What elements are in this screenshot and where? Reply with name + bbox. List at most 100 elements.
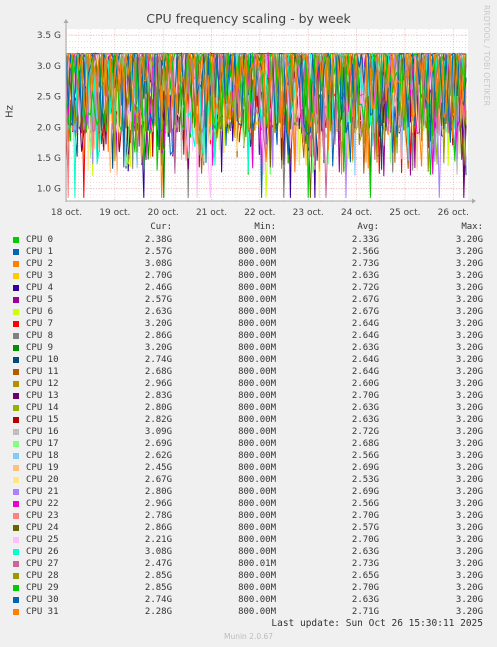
legend-series-name: CPU 15 [26, 415, 59, 425]
y-tick-label: 1.5 G [37, 154, 61, 164]
legend-swatch [13, 453, 19, 459]
legend-avg: 2.73G [351, 259, 379, 269]
legend-series-name: CPU 1 [26, 247, 54, 257]
legend-cur: 2.57G [144, 295, 172, 305]
legend-avg: 2.53G [351, 475, 379, 485]
legend-swatch [13, 237, 19, 243]
legend-min: 800.00M [238, 403, 276, 413]
legend-row: CPU 14 2.80G 800.00M 2.63G 3.20G [0, 402, 497, 414]
legend-avg: 2.72G [351, 283, 379, 293]
legend-max: 3.20G [455, 487, 483, 497]
legend-swatch [13, 297, 19, 303]
legend-series-name: CPU 7 [26, 319, 54, 329]
legend-row: CPU 11 2.68G 800.00M 2.64G 3.20G [0, 366, 497, 378]
legend-row: CPU 3 2.70G 800.00M 2.63G 3.20G [0, 270, 497, 282]
legend-series-name: CPU 13 [26, 391, 59, 401]
legend-series-name: CPU 20 [26, 475, 59, 485]
legend-row: CPU 12 2.96G 800.00M 2.60G 3.20G [0, 378, 497, 390]
legend-avg: 2.63G [351, 595, 379, 605]
legend-max: 3.20G [455, 319, 483, 329]
legend-min: 800.00M [238, 547, 276, 557]
legend-series-name: CPU 11 [26, 367, 59, 377]
legend-min: 800.00M [238, 427, 276, 437]
legend-row: CPU 0 2.38G 800.00M 2.33G 3.20G [0, 234, 497, 246]
x-tick-label: 19 oct. [99, 208, 130, 218]
legend-swatch [13, 405, 19, 411]
col-header-cur: Cur: [150, 222, 172, 232]
legend-cur: 2.63G [144, 307, 172, 317]
legend-avg: 2.69G [351, 487, 379, 497]
legend-min: 800.00M [238, 463, 276, 473]
legend-max: 3.20G [455, 259, 483, 269]
col-header-min: Min: [254, 222, 276, 232]
legend-row: CPU 29 2.85G 800.00M 2.70G 3.20G [0, 582, 497, 594]
legend-swatch [13, 573, 19, 579]
legend-max: 3.20G [455, 463, 483, 473]
legend-row: CPU 21 2.80G 800.00M 2.69G 3.20G [0, 486, 497, 498]
legend-cur: 2.74G [144, 595, 172, 605]
legend-row: CPU 4 2.46G 800.00M 2.72G 3.20G [0, 282, 497, 294]
legend-series-name: CPU 2 [26, 259, 54, 269]
legend-min: 800.00M [238, 391, 276, 401]
legend-swatch [13, 273, 19, 279]
legend-swatch [13, 369, 19, 375]
x-tick-label: 23 oct. [293, 208, 324, 218]
legend-series-name: CPU 3 [26, 271, 54, 281]
legend-min: 800.00M [238, 607, 276, 617]
legend-max: 3.20G [455, 499, 483, 509]
legend-row: CPU 13 2.83G 800.00M 2.70G 3.20G [0, 390, 497, 402]
legend-min: 800.00M [238, 487, 276, 497]
legend-header: Cur: Min: Avg: Max: [0, 222, 497, 234]
legend-series-name: CPU 12 [26, 379, 59, 389]
legend-series-name: CPU 25 [26, 535, 59, 545]
x-tick-label: 26 oct. [438, 208, 469, 218]
legend-row: CPU 28 2.85G 800.00M 2.65G 3.20G [0, 570, 497, 582]
y-tick-label: 2.0 G [37, 123, 61, 133]
legend-swatch [13, 249, 19, 255]
legend-max: 3.20G [455, 283, 483, 293]
legend-min: 800.00M [238, 247, 276, 257]
legend-avg: 2.64G [351, 331, 379, 341]
legend-cur: 2.80G [144, 487, 172, 497]
legend-avg: 2.56G [351, 451, 379, 461]
y-tick-label: 1.0 G [37, 185, 61, 195]
legend-min: 800.00M [238, 415, 276, 425]
legend-swatch [13, 345, 19, 351]
legend-swatch [13, 477, 19, 483]
legend-avg: 2.68G [351, 439, 379, 449]
legend-cur: 2.78G [144, 511, 172, 521]
legend-swatch [13, 585, 19, 591]
legend-min: 800.00M [238, 235, 276, 245]
y-tick-label: 2.5 G [37, 93, 61, 103]
legend-min: 800.00M [238, 307, 276, 317]
legend-min: 800.00M [238, 475, 276, 485]
x-axis-arrow [472, 198, 476, 204]
legend-cur: 2.80G [144, 403, 172, 413]
plot-area: 1.0 G 1.5 G 2.0 G 2.5 G 3.0 G 3.5 G 18 oct. 19 … [37, 19, 476, 218]
legend-series-name: CPU 8 [26, 331, 54, 341]
legend-min: 800.00M [238, 535, 276, 545]
legend-min: 800.00M [238, 343, 276, 353]
legend-swatch [13, 525, 19, 531]
legend-swatch [13, 537, 19, 543]
legend-cur: 2.46G [144, 283, 172, 293]
col-header-max: Max: [461, 222, 483, 232]
x-tick-label: 18 oct. [51, 208, 82, 218]
legend-avg: 2.63G [351, 403, 379, 413]
legend-min: 800.00M [238, 259, 276, 269]
legend-series-name: CPU 4 [26, 283, 54, 293]
legend-avg: 2.70G [351, 391, 379, 401]
legend-row: CPU 18 2.62G 800.00M 2.56G 3.20G [0, 450, 497, 462]
legend-row: CPU 9 3.20G 800.00M 2.63G 3.20G [0, 342, 497, 354]
legend-max: 3.20G [455, 559, 483, 569]
legend-cur: 3.08G [144, 547, 172, 557]
legend-cur: 2.86G [144, 523, 172, 533]
legend-avg: 2.69G [351, 463, 379, 473]
legend-row: CPU 7 3.20G 800.00M 2.64G 3.20G [0, 318, 497, 330]
y-axis-arrow [63, 19, 69, 23]
legend-swatch [13, 261, 19, 267]
legend-max: 3.20G [455, 307, 483, 317]
legend-series-name: CPU 21 [26, 487, 59, 497]
legend-min: 800.00M [238, 583, 276, 593]
legend-cur: 2.70G [144, 271, 172, 281]
